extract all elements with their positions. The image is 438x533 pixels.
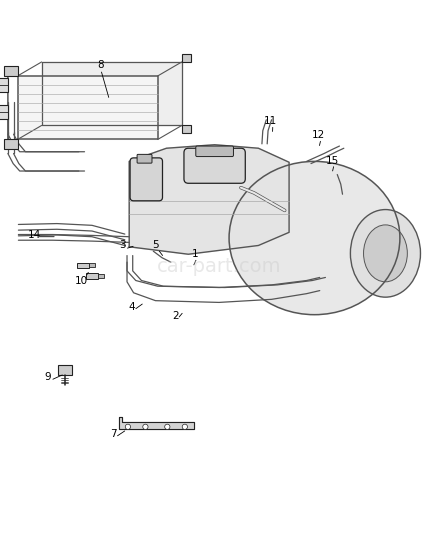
FancyBboxPatch shape	[0, 78, 8, 92]
Text: 10: 10	[74, 276, 88, 286]
Text: 7: 7	[110, 429, 117, 439]
FancyBboxPatch shape	[0, 106, 8, 119]
Circle shape	[143, 424, 148, 430]
Ellipse shape	[364, 225, 407, 282]
Text: car-part.com: car-part.com	[157, 257, 281, 276]
Text: 1: 1	[191, 249, 198, 259]
Circle shape	[165, 424, 170, 430]
FancyBboxPatch shape	[196, 146, 233, 157]
Text: 3: 3	[119, 240, 126, 251]
Text: 2: 2	[172, 311, 179, 320]
Text: 8: 8	[97, 60, 104, 70]
FancyBboxPatch shape	[182, 125, 191, 133]
Polygon shape	[129, 145, 289, 254]
Text: 5: 5	[152, 240, 159, 251]
FancyBboxPatch shape	[4, 66, 18, 76]
FancyBboxPatch shape	[182, 54, 191, 62]
FancyBboxPatch shape	[4, 140, 18, 149]
Text: 12: 12	[312, 130, 325, 140]
Polygon shape	[18, 76, 158, 140]
FancyBboxPatch shape	[89, 263, 95, 268]
Text: 14: 14	[28, 230, 41, 240]
Polygon shape	[119, 417, 194, 430]
FancyBboxPatch shape	[130, 158, 162, 201]
FancyBboxPatch shape	[86, 273, 98, 279]
Circle shape	[182, 424, 187, 430]
FancyBboxPatch shape	[77, 263, 89, 268]
Circle shape	[125, 424, 131, 430]
FancyBboxPatch shape	[58, 365, 72, 375]
Ellipse shape	[350, 209, 420, 297]
Ellipse shape	[229, 161, 400, 314]
FancyBboxPatch shape	[184, 148, 245, 183]
Text: 9: 9	[45, 372, 52, 382]
FancyBboxPatch shape	[98, 274, 104, 278]
Text: 11: 11	[264, 116, 277, 126]
Text: 15: 15	[325, 156, 339, 166]
Text: 4: 4	[128, 302, 135, 312]
FancyBboxPatch shape	[137, 155, 152, 163]
Polygon shape	[42, 62, 182, 125]
